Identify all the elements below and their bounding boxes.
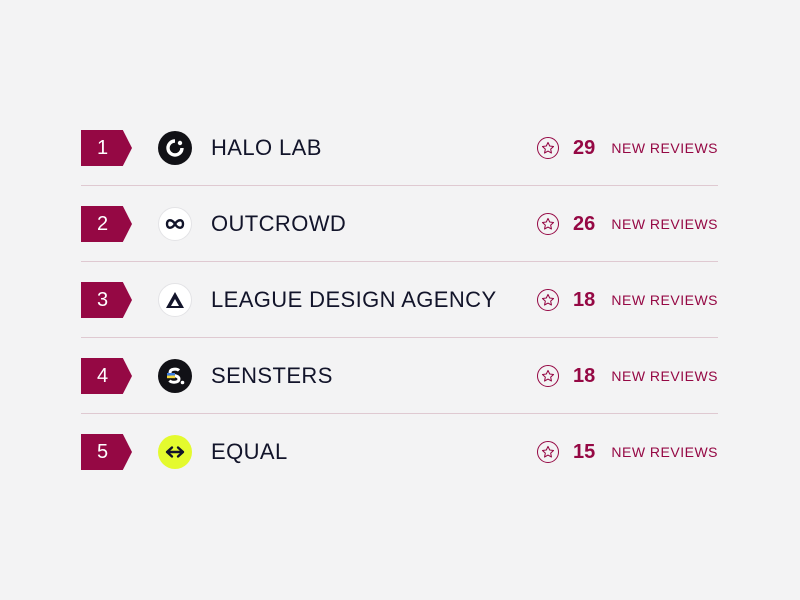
company-name[interactable]: OUTCROWD (211, 211, 347, 236)
equal-logo-icon (158, 435, 192, 469)
star-icon (537, 289, 559, 311)
review-count: 29 (573, 137, 596, 159)
new-reviews-label: NEW REVIEWS (611, 292, 718, 308)
company-name[interactable]: LEAGUE DESIGN AGENCY (211, 287, 497, 312)
review-count: 18 (573, 289, 596, 311)
halo-lab-logo-icon (158, 131, 192, 165)
star-icon (537, 441, 559, 463)
league-logo-icon (158, 283, 192, 317)
rank-badge: 2 (81, 206, 132, 242)
rank-badge: 1 (81, 130, 132, 166)
list-item[interactable]: 4 SENSTERS 18 NEW REVIEWS (81, 338, 718, 414)
outcrowd-logo-icon (158, 207, 192, 241)
review-count: 26 (573, 213, 596, 235)
list-item[interactable]: 3 LEAGUE DESIGN AGENCY 18 NEW REVIEWS (81, 262, 718, 338)
rank-badge: 5 (81, 434, 132, 470)
review-count: 18 (573, 365, 596, 387)
rank-badge: 3 (81, 282, 132, 318)
company-name[interactable]: SENSTERS (211, 363, 333, 388)
new-reviews-label: NEW REVIEWS (611, 216, 718, 232)
list-item[interactable]: 1 HALO LAB 29 NEW REVIEWS (81, 110, 718, 186)
list-item[interactable]: 2 OUTCROWD 26 NEW REVIEWS (81, 186, 718, 262)
new-reviews-label: NEW REVIEWS (611, 368, 718, 384)
star-icon (537, 213, 559, 235)
rank-badge: 4 (81, 358, 132, 394)
company-name[interactable]: HALO LAB (211, 135, 322, 160)
ranking-list: 1 HALO LAB 29 NEW REVIEWS 2 OUTCROWD 26 … (81, 110, 718, 490)
company-name[interactable]: EQUAL (211, 439, 288, 464)
list-item[interactable]: 5 EQUAL 15 NEW REVIEWS (81, 414, 718, 490)
star-icon (537, 137, 559, 159)
star-icon (537, 365, 559, 387)
review-count: 15 (573, 441, 596, 463)
sensters-logo-icon (158, 359, 192, 393)
new-reviews-label: NEW REVIEWS (611, 140, 718, 156)
new-reviews-label: NEW REVIEWS (611, 444, 718, 460)
